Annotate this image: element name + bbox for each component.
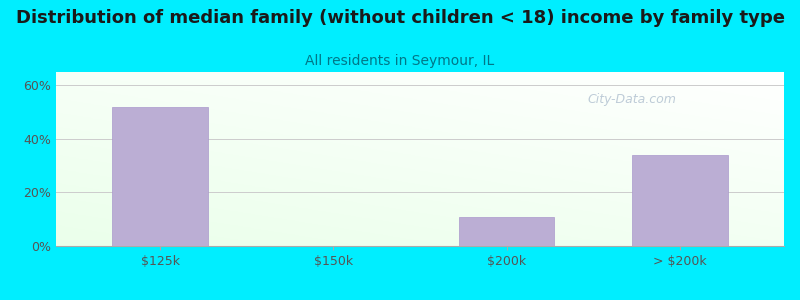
Text: City-Data.com: City-Data.com <box>587 93 676 106</box>
Bar <box>112 107 208 246</box>
Text: Distribution of median family (without children < 18) income by family type: Distribution of median family (without c… <box>15 9 785 27</box>
Text: All residents in Seymour, IL: All residents in Seymour, IL <box>306 54 494 68</box>
Bar <box>459 217 554 246</box>
Bar <box>632 155 728 246</box>
